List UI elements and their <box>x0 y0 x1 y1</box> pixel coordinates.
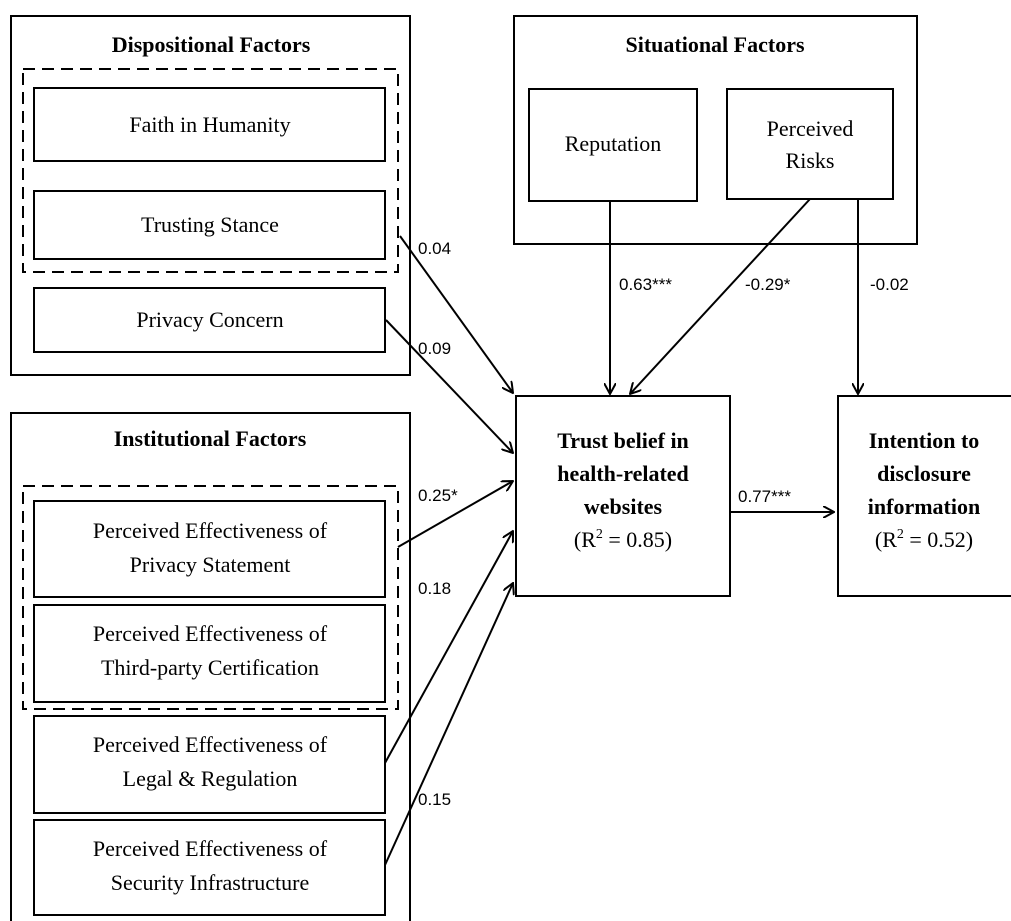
dispositional-factors-title: Dispositional Factors <box>112 32 311 57</box>
perceived-risks-label-line2: Risks <box>786 148 835 173</box>
perceived-risks-box <box>726 88 894 200</box>
institutional-factors-title: Institutional Factors <box>114 426 307 451</box>
privacy-concern-box <box>33 287 386 353</box>
trust-belief-box <box>515 395 731 597</box>
trust-belief-label-line1: Trust belief in <box>557 428 689 453</box>
security-infrastructure-box <box>33 819 386 916</box>
coef-security: 0.15 <box>418 790 451 809</box>
situational-factors-group: Situational Factors Reputation Perceived… <box>513 15 918 245</box>
faith-in-humanity-box <box>33 87 386 162</box>
coef-risks-to-intention: -0.02 <box>870 275 909 294</box>
privacy-statement-label-line2: Privacy Statement <box>130 552 291 577</box>
privacy-statement-label-line1: Perceived Effectiveness of <box>93 518 328 543</box>
privacy-concern-label: Privacy Concern <box>136 307 283 332</box>
coef-legal: 0.18 <box>418 579 451 598</box>
path-coefficients: 0.04 0.09 0.63*** -0.29* -0.02 0.25* 0.1… <box>418 239 909 809</box>
privacy-statement-box <box>33 500 386 598</box>
third-party-certification-label-line2: Third-party Certification <box>101 655 319 680</box>
institutional-dashed-grouping <box>22 485 399 710</box>
reputation-label: Reputation <box>565 131 662 156</box>
intention-label-line1: Intention to <box>869 428 980 453</box>
trust-belief-node: Trust belief in health-related websites … <box>515 395 731 597</box>
trust-belief-r-squared: (R2 = 0.85) <box>574 527 672 552</box>
coef-risks-to-trust: -0.29* <box>745 275 791 294</box>
security-infrastructure-label-line2: Security Infrastructure <box>111 870 310 895</box>
third-party-certification-label-line1: Perceived Effectiveness of <box>93 621 328 646</box>
reputation-box <box>528 88 698 202</box>
security-infrastructure-label-line1: Perceived Effectiveness of <box>93 836 328 861</box>
intention-label-line2: disclosure <box>877 461 971 486</box>
dispositional-factors-group: Dispositional Factors Faith in Humanity … <box>10 15 411 376</box>
intention-label-line3: information <box>868 494 980 519</box>
path-arrows <box>384 198 858 866</box>
intention-r-squared: (R2 = 0.52) <box>875 527 973 552</box>
arrow-privacy-concern-to-trust <box>385 319 513 453</box>
faith-in-humanity-label: Faith in Humanity <box>129 112 290 137</box>
intention-box <box>837 395 1011 597</box>
coef-privacy-statement: 0.25* <box>418 486 458 505</box>
arrow-legal-to-trust <box>384 531 513 764</box>
third-party-certification-box <box>33 604 386 703</box>
arrow-risks-to-trust <box>630 198 811 394</box>
coef-trusting-stance: 0.04 <box>418 239 451 258</box>
coef-trust-to-intention: 0.77*** <box>738 487 791 506</box>
arrow-privacy-statement-to-trust <box>397 481 513 548</box>
trusting-stance-label: Trusting Stance <box>141 212 279 237</box>
intention-node: Intention to disclosure information (R2 … <box>837 395 1011 597</box>
trust-belief-label-line2: health-related <box>557 461 689 486</box>
perceived-risks-label-line1: Perceived <box>767 116 854 141</box>
institutional-factors-group: Institutional Factors Perceived Effectiv… <box>10 412 411 921</box>
arrow-security-to-trust <box>384 583 513 866</box>
arrow-trusting-stance-to-trust <box>399 235 513 393</box>
coef-reputation: 0.63*** <box>619 275 672 294</box>
dispositional-dashed-grouping <box>22 68 399 273</box>
trusting-stance-box <box>33 190 386 260</box>
legal-regulation-label-line2: Legal & Regulation <box>123 766 298 791</box>
trust-belief-label-line3: websites <box>584 494 663 519</box>
coef-privacy-concern: 0.09 <box>418 339 451 358</box>
situational-factors-title: Situational Factors <box>625 32 804 57</box>
legal-regulation-label-line1: Perceived Effectiveness of <box>93 732 328 757</box>
legal-regulation-box <box>33 715 386 814</box>
